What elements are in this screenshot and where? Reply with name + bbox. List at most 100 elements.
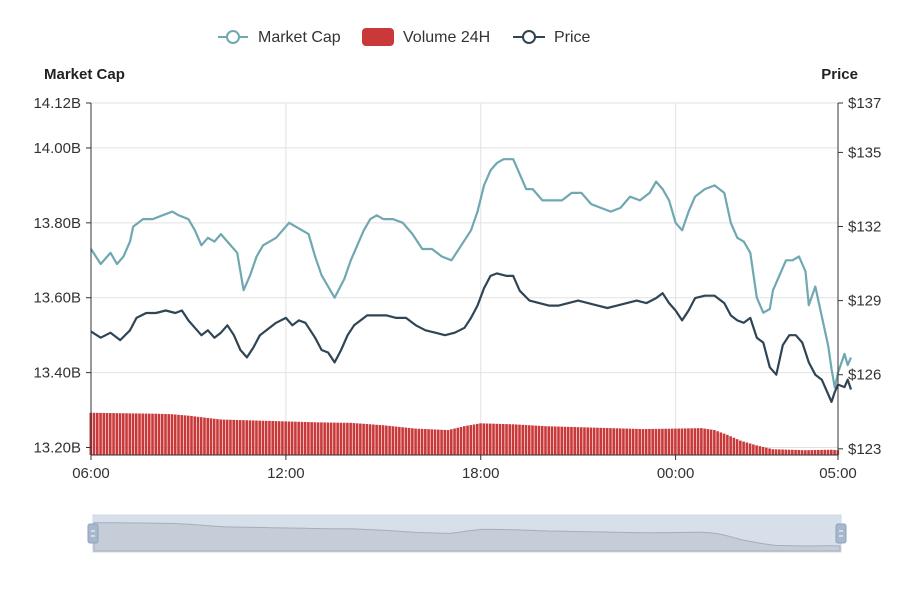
volume-bar [781,449,784,455]
volume-bar [713,430,716,455]
volume-bar [514,424,518,455]
volume-bar [323,422,326,455]
volume-bar [735,439,739,455]
volume-bar [258,420,261,455]
volume-bar [716,431,719,455]
volume-bar [498,423,502,455]
volume-bar [128,413,132,455]
volume-bar [424,429,427,455]
volume-bar [151,413,154,455]
volume-bar [138,413,141,455]
volume-bar [225,419,229,455]
volume-bar [531,425,534,455]
volume-bar [229,419,232,455]
volume-bar [534,425,538,455]
volume-bar [219,419,223,455]
volume-bar [492,423,495,455]
right-tick-label: $132 [848,219,881,236]
volume-bar [238,420,242,455]
volume-bar [115,413,119,455]
legend-item-price[interactable]: Price [513,29,591,46]
volume-bar [456,427,460,455]
volume-bar [203,417,206,455]
left-tick-label: 14.12B [33,95,81,112]
right-tick-label: $137 [848,95,881,112]
volume-bar [641,429,645,455]
volume-bar [420,428,424,455]
volume-bar [579,427,583,455]
handle-grip-icon[interactable] [87,523,99,544]
volume-bar [281,421,284,455]
volume-bar [342,422,346,455]
volume-bar [677,428,680,455]
volume-bar [398,426,401,455]
volume-bar [294,421,297,455]
volume-bar [654,428,658,455]
volume-bar [488,423,492,455]
volume-bar [570,426,573,455]
volume-bar [787,449,791,455]
volume-bar [414,428,417,455]
volume-bar [385,425,388,455]
volume-bar [320,422,323,455]
slider-left-handle[interactable] [87,523,99,544]
volume-bar [264,420,268,455]
volume-bar [813,450,817,455]
volume-bar [310,422,313,455]
volume-bar [631,428,635,455]
volume-bar [248,420,252,455]
volume-bar [550,426,554,455]
volume-bar [745,442,749,455]
volume-bar [251,420,255,455]
volume-bar [748,443,752,455]
volume-bar [537,425,541,455]
volume-bar [648,428,651,455]
axes [86,102,843,460]
legend-rect-icon [362,28,394,46]
volume-bar [427,429,430,455]
series-line-price [90,272,853,403]
volume-bar [618,428,622,455]
volume-bar [307,422,310,455]
volume-bar [190,416,193,455]
volume-bar [222,419,226,455]
volume-bar [183,415,187,455]
left-axis-title: Market Cap [44,66,125,83]
volume-bar [112,413,115,455]
volume-bar [703,428,706,455]
legend-item-volume[interactable]: Volume 24H [362,28,490,46]
volume-bar [433,429,437,455]
x-tick-label: 06:00 [72,465,110,482]
volume-bar [125,413,128,455]
volume-bar [765,447,768,455]
volume-bar [378,425,382,455]
volume-bar [368,424,372,455]
volume-bar [209,418,213,455]
x-tick-label: 00:00 [657,465,695,482]
volume-bar [274,421,278,455]
volume-bar [141,413,145,455]
volume-bar [196,416,200,455]
volume-bar [583,427,586,455]
volume-bar [365,424,369,455]
slider-right-handle[interactable] [835,523,847,544]
volume-bar [771,449,775,455]
volume-bar [339,422,343,455]
legend-item-market-cap[interactable]: Market Cap [218,29,341,46]
volume-bar [118,413,122,455]
volume-bar [326,422,330,455]
handle-grip-icon[interactable] [835,523,847,544]
volume-bar [797,450,801,455]
volume-bar [739,440,742,455]
legend-label: Price [554,29,591,46]
volume-bar [108,413,112,455]
volume-bar [245,420,248,455]
volume-bar [333,422,336,455]
volume-bar [729,436,732,455]
volume-bar [297,421,300,455]
volume-bar [755,445,758,455]
volume-bar [349,422,352,455]
time-range-slider[interactable] [87,514,847,553]
volume-bar [472,424,476,455]
volume-bar [177,414,180,455]
